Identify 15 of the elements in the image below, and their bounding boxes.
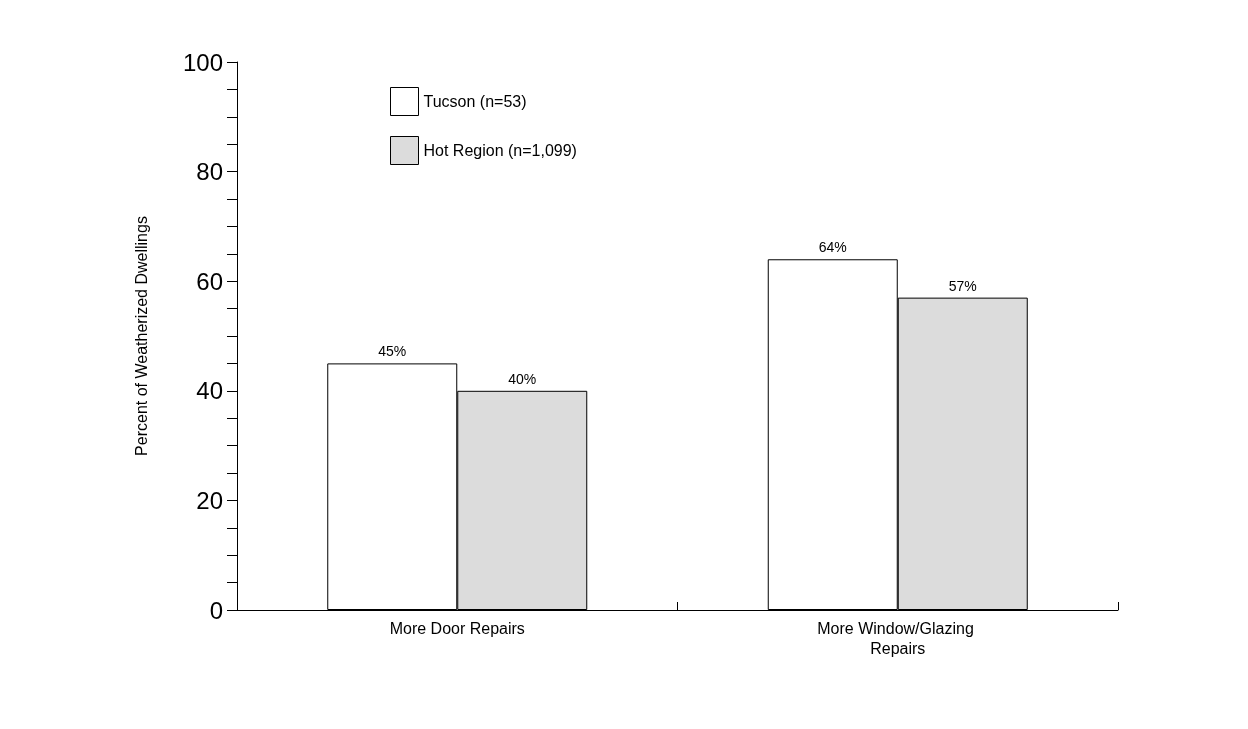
x-tick-label: More Window/Glazing Repairs bbox=[817, 619, 979, 657]
legend-label: Hot Region (n=1,099) bbox=[423, 142, 577, 159]
data-label: 45% bbox=[378, 343, 407, 360]
y-axis-title: Percent of Weatherized Dwellings bbox=[132, 216, 150, 456]
legend-label: Tucson (n=53) bbox=[423, 93, 527, 110]
y-tick-label: 100 bbox=[182, 48, 223, 76]
y-tick-label: 40 bbox=[196, 377, 223, 405]
data-label: 40% bbox=[508, 370, 537, 387]
x-tick-label: More Door Repairs bbox=[389, 619, 525, 637]
y-tick-label: 60 bbox=[196, 267, 223, 295]
y-tick-label: 0 bbox=[209, 596, 223, 624]
y-tick-label: 80 bbox=[196, 158, 223, 186]
data-label: 64% bbox=[818, 239, 847, 256]
y-tick-label: 20 bbox=[196, 486, 223, 514]
data-label: 57% bbox=[948, 277, 977, 294]
